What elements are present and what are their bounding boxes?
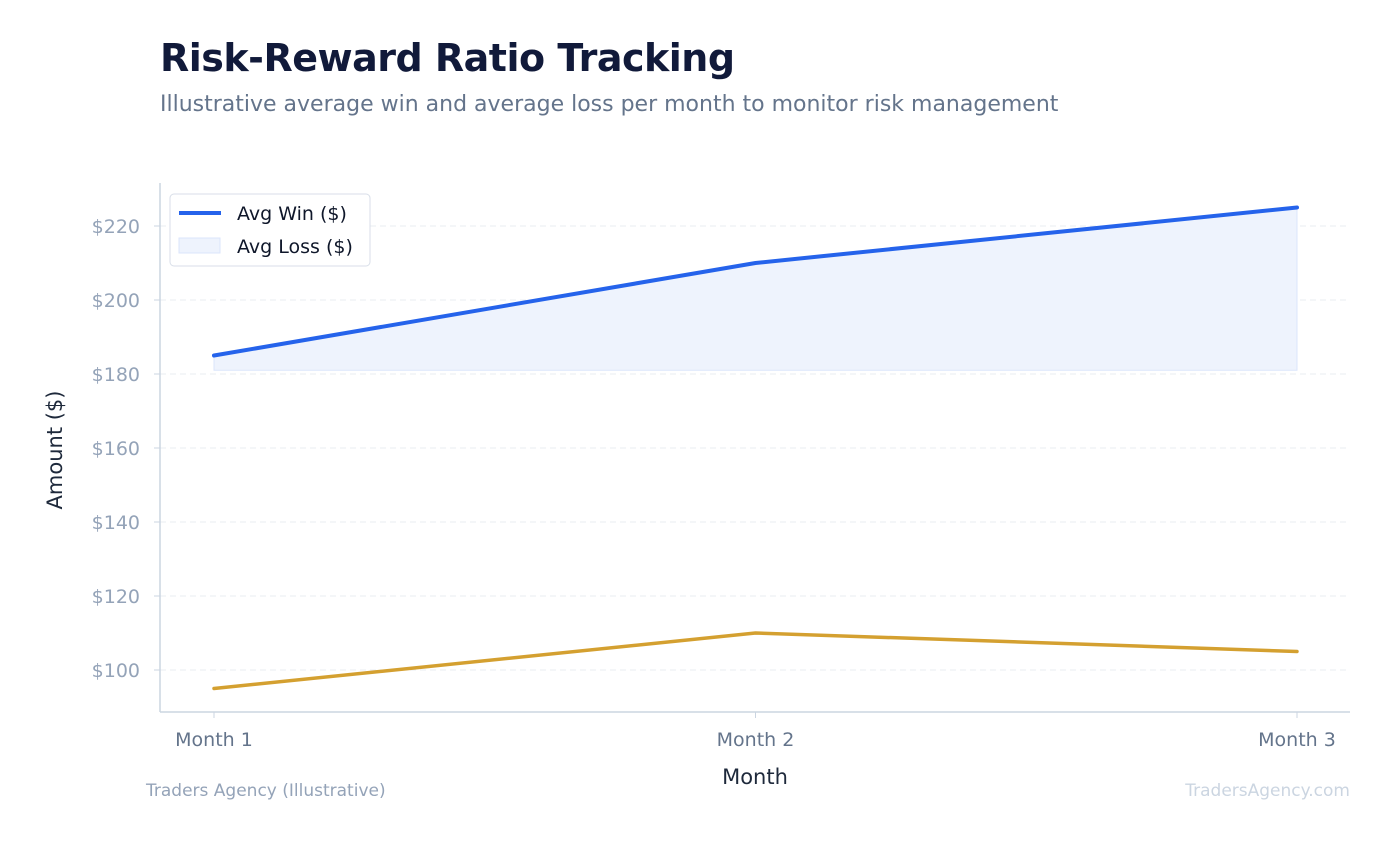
series-line — [212, 205, 1299, 358]
y-tick-label: $120 — [92, 586, 140, 608]
shaded-band-area — [213, 206, 1298, 371]
y-tick-label: $220 — [92, 216, 140, 238]
y-tick-label: $140 — [92, 512, 140, 534]
legend-label: Avg Win ($) — [237, 203, 347, 225]
x-tick-label: Month 3 — [1258, 729, 1336, 751]
series-line — [212, 631, 1299, 691]
x-axis-title: Month — [722, 765, 788, 789]
legend: Avg Win ($) Avg Loss ($) — [169, 193, 371, 267]
y-tick-label: $200 — [92, 290, 140, 312]
legend-swatch-band — [178, 237, 221, 254]
series-lines — [212, 205, 1299, 691]
legend-label: Avg Loss ($) — [237, 236, 353, 258]
footer-source: Traders Agency (Illustrative) — [145, 781, 386, 801]
x-tick-label: Month 2 — [717, 729, 795, 751]
chart-title: Risk-Reward Ratio Tracking — [160, 36, 735, 80]
y-tick-label: $100 — [92, 660, 140, 682]
shaded-band — [213, 206, 1298, 371]
chart-subtitle: Illustrative average win and average los… — [160, 92, 1059, 117]
footer-watermark: TradersAgency.com — [1184, 781, 1350, 801]
y-tick-label: $180 — [92, 364, 140, 386]
y-axis-title: Amount ($) — [43, 391, 67, 510]
axes: $100 $120 $140 $160 $180 $200 $220 Month 1 Month… — [92, 183, 1350, 751]
y-tick-label: $160 — [92, 438, 140, 460]
x-tick-label: Month 1 — [175, 729, 253, 751]
